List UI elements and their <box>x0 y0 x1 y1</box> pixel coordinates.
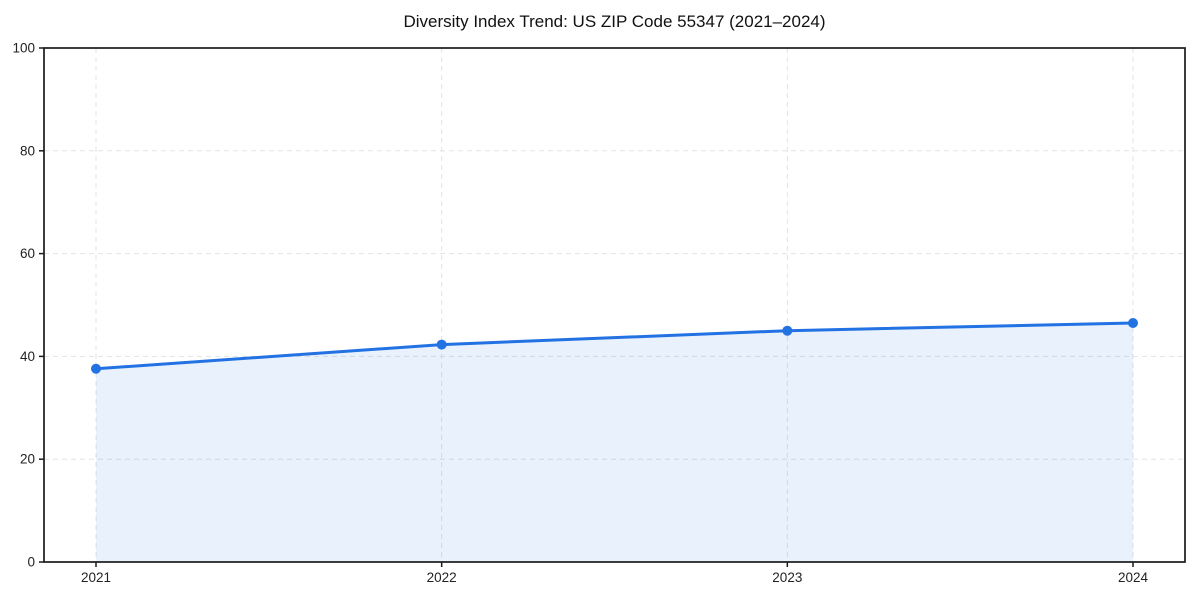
grid-layer <box>44 48 1185 562</box>
plot-border <box>43 47 1186 563</box>
y-tick-label: 0 <box>27 555 35 570</box>
data-layer <box>91 317 1138 562</box>
data-point-2022 <box>436 339 447 350</box>
x-tick-label: 2021 <box>81 570 111 585</box>
y-tick-label: 60 <box>20 246 35 261</box>
data-point-2021 <box>91 363 101 374</box>
y-tick-label: 80 <box>20 143 35 158</box>
axis-layer: 0 20 40 60 80 100 2021 2022 2023 2024 <box>12 41 1186 585</box>
x-tick-label: 2022 <box>427 570 457 585</box>
trend-line <box>94 321 1135 371</box>
area-fill <box>96 322 1133 562</box>
y-tick-label: 20 <box>20 452 35 467</box>
chart-title: Diversity Index Trend: US ZIP Code 55347… <box>403 12 825 31</box>
data-point-2024 <box>1128 317 1138 328</box>
x-tick-label: 2023 <box>772 570 802 585</box>
x-tick-label: 2024 <box>1118 570 1149 585</box>
y-tick-label: 100 <box>12 41 35 56</box>
y-tick-label: 40 <box>20 349 35 364</box>
data-point-2023 <box>782 325 793 336</box>
